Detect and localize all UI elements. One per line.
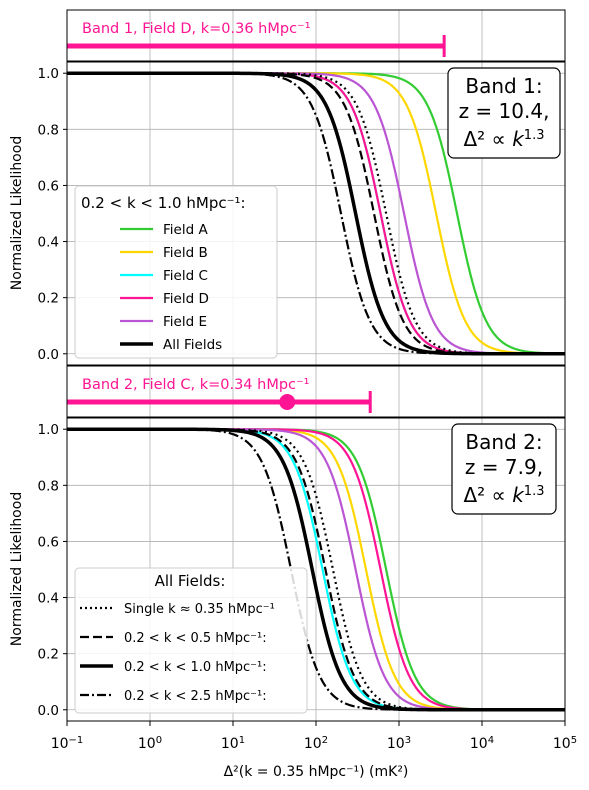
band1-y-ticks: 0.0 0.2 0.4 0.6 0.8 1.0 [38,66,67,363]
band1-frame [66,61,566,366]
band2-curve-7-dashed [67,428,565,711]
band1-curve-7-dashed [67,72,565,355]
band2-y-ticks: 0.0 0.2 0.4 0.6 0.8 1.0 [38,422,67,719]
svg-text:Field E: Field E [163,314,207,330]
band2-curve-8-dashdot [67,428,565,711]
band1-annotation-line1: Band 1: [465,74,542,98]
band1-ytick-label-1: 0.2 [38,291,59,307]
x-axis-ticks: 10−1 100 101 102 103 104 105 [51,721,577,752]
legend-item-field-b: Field B [120,245,208,261]
band2-limit-label: Band 2, Field C, k=0.34 hMpc⁻¹ [82,377,310,393]
band2-ytick-label-1: 0.2 [38,647,59,663]
svg-text:All Fields: All Fields [163,337,222,353]
band1-curves [67,71,566,356]
band1-ytick-label-2: 0.4 [38,235,59,251]
x-tick-label-2: 101 [221,735,245,753]
band1-limit-panel: Band 1, Field D, k=0.36 hMpc⁻¹ [66,9,566,62]
legend-item-field-c: Field C [120,268,208,284]
legend-item-single-k: Single k ≈ 0.35 hMpc⁻¹ [80,602,275,617]
band1-legend: 0.2 < k < 1.0 hMpc⁻¹: Field A Field B Fi… [74,185,278,359]
band2-legend-title: All Fields: [155,572,226,590]
legend-item-k-0.2-0.5: 0.2 < k < 0.5 hMpc⁻¹: [80,631,267,646]
band2-y-axis-label: Normalized Likelihood [9,492,25,646]
band2-annotation-line2: z = 7.9, [465,455,543,479]
band1-panel: 0.0 0.2 0.4 0.6 0.8 1.0 Normalized Likelihood… [9,61,566,366]
legend-item-k-0.2-1.0: 0.2 < k < 1.0 hMpc⁻¹: [80,660,267,675]
band1-ytick-label-0: 0.0 [38,347,59,363]
band2-ytick-label-3: 0.6 [38,534,59,550]
band2-annotation: Band 2: z = 7.9, Δ² ∝ k1.3 [451,423,557,515]
x-tick-label-3: 102 [304,735,328,753]
x-tick-label-1: 100 [138,735,162,753]
band1-y-axis-label: Normalized Likelihood [9,136,25,290]
band2-ytick-label-2: 0.4 [38,591,59,607]
band2-annotation-line3: Δ² ∝ k1.3 [464,483,545,507]
band1-annotation: Band 1: z = 10.4, Δ² ∝ k1.3 [447,67,561,159]
band1-ytick-label-5: 1.0 [38,66,59,82]
svg-text:Single k ≈ 0.35 hMpc⁻¹: Single k ≈ 0.35 hMpc⁻¹ [124,602,275,617]
band1-limit-frame [66,9,566,62]
band1-ytick-label-4: 0.8 [38,122,59,138]
x-tick-label-5: 104 [470,735,494,753]
x-tick-label-6: 105 [553,735,577,753]
band2-panel: 0.0 0.2 0.4 0.6 0.8 1.0 Normalized Likelihood… [9,417,566,722]
band2-annotation-line1: Band 2: [465,430,542,454]
svg-text:0.2 < k < 1.0 hMpc⁻¹:: 0.2 < k < 1.0 hMpc⁻¹: [124,660,267,675]
legend-item-k-0.2-2.5: 0.2 < k < 2.5 hMpc⁻¹: [80,689,267,704]
band2-limit-frame [66,365,566,418]
legend-item-field-d: Field D [120,291,209,307]
band2-ytick-label-5: 1.0 [38,422,59,438]
svg-text:Field C: Field C [163,268,208,284]
svg-text:Field D: Field D [163,291,209,307]
x-axis-label: Δ²(k = 0.35 hMpc⁻¹) (mK²) [224,764,409,780]
band1-legend-title: 0.2 < k < 1.0 hMpc⁻¹: [81,194,246,212]
band2-curves [67,427,565,712]
svg-text:Field B: Field B [163,245,208,261]
band2-ytick-label-0: 0.0 [38,703,59,719]
svg-text:Field A: Field A [163,222,208,238]
x-tick-label-0: 10−1 [51,735,84,753]
svg-text:0.2 < k < 0.5 hMpc⁻¹:: 0.2 < k < 0.5 hMpc⁻¹: [124,631,267,646]
band2-limit-panel: Band 2, Field C, k=0.34 hMpc⁻¹ [66,365,566,418]
legend-item-all-fields: All Fields [120,337,222,353]
band2-legend: All Fields: Single k ≈ 0.35 hMpc⁻¹ 0.2 <… [74,567,308,714]
band2-limit-point [279,394,296,410]
band1-annotation-line2: z = 10.4, [459,99,550,123]
band2-ytick-label-4: 0.8 [38,478,59,494]
x-tick-label-4: 103 [387,735,411,753]
svg-text:0.2 < k < 2.5 hMpc⁻¹:: 0.2 < k < 2.5 hMpc⁻¹: [124,689,267,704]
band1-ytick-label-3: 0.6 [38,178,59,194]
band1-limit-label: Band 1, Field D, k=0.36 hMpc⁻¹ [82,21,311,37]
legend-item-field-e: Field E [120,314,207,330]
legend-item-field-a: Field A [120,222,208,238]
